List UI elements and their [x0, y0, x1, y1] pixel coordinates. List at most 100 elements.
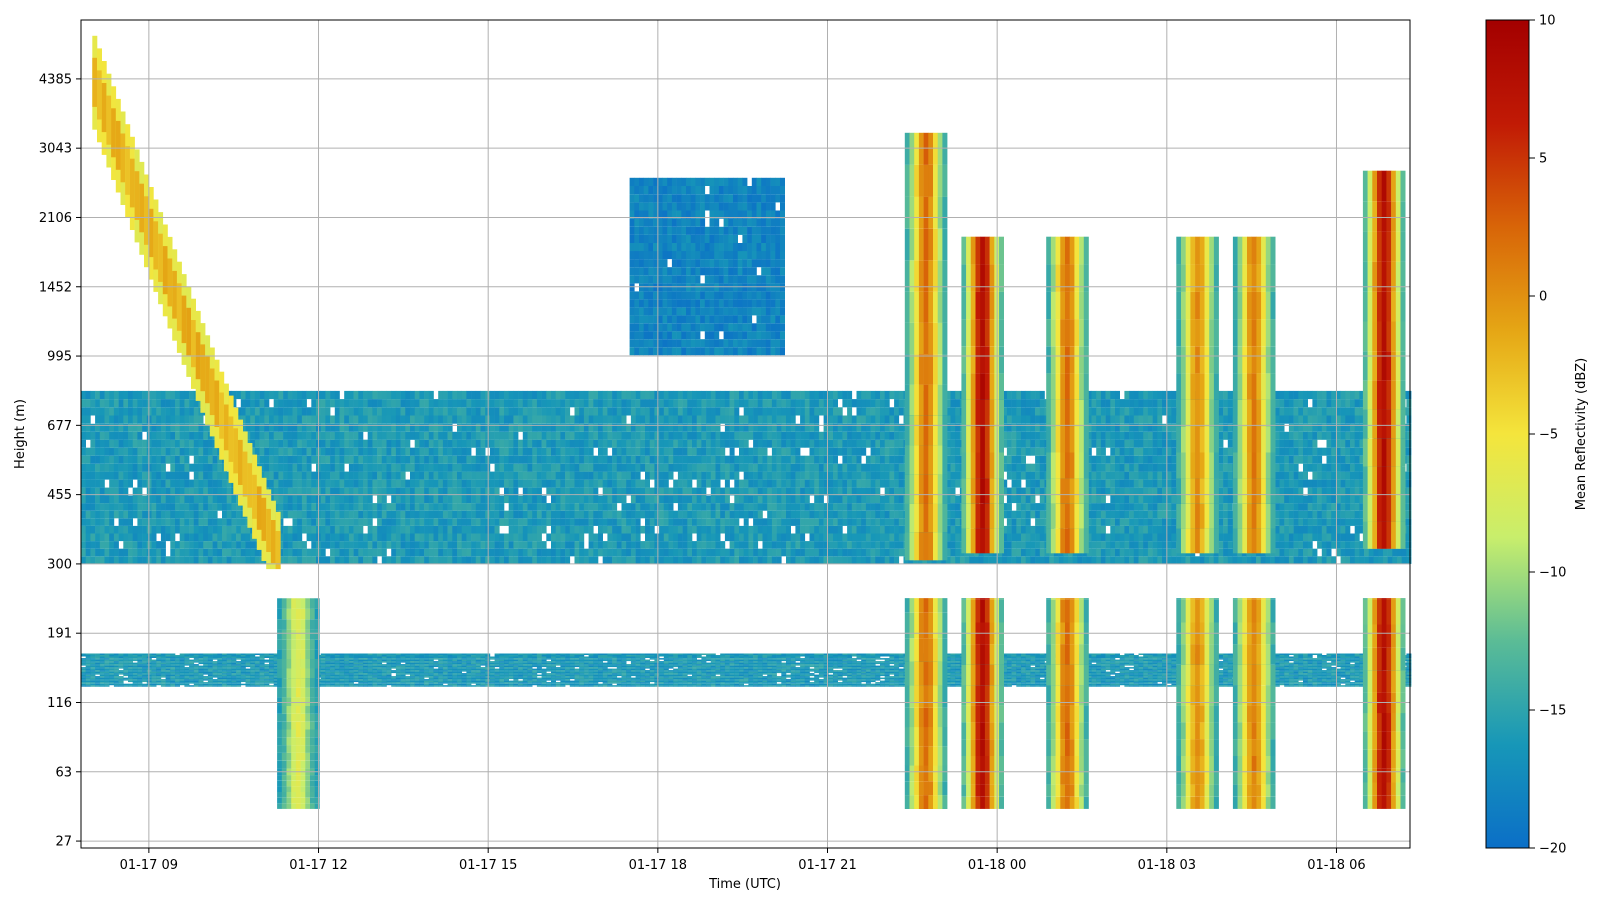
- echo-cell: [734, 463, 740, 472]
- echo-cell: [1157, 399, 1163, 408]
- echo-cell: [1110, 510, 1116, 519]
- echo-cell: [480, 541, 486, 549]
- echo-cell: [724, 455, 730, 464]
- echo-cell: [489, 518, 495, 526]
- echo-cell: [334, 415, 340, 424]
- echo-cell: [1171, 447, 1177, 456]
- echo-cell: [818, 541, 824, 549]
- echo-cell: [297, 399, 303, 408]
- echo-cell: [391, 548, 397, 557]
- echo-cell: [240, 541, 246, 549]
- echo-cell: [668, 431, 674, 440]
- echo-cell: [428, 525, 434, 534]
- echo-cell: [847, 407, 853, 416]
- echo-cell: [438, 503, 444, 511]
- echo-cell: [109, 455, 115, 464]
- echo-cell: [231, 495, 237, 504]
- echo-cell: [851, 455, 857, 464]
- echo-cell: [160, 415, 166, 424]
- echo-cell: [602, 423, 608, 432]
- echo-cell: [348, 510, 354, 519]
- echo-cell: [334, 407, 340, 416]
- echo-cell: [527, 431, 533, 440]
- echo-cell: [889, 431, 895, 440]
- echo-cell: [739, 503, 744, 511]
- echo-cell: [269, 431, 274, 440]
- echo-cell: [461, 533, 467, 542]
- echo-cell: [588, 503, 594, 511]
- echo-cell: [504, 541, 509, 549]
- echo-cell: [151, 495, 157, 504]
- echo-cell: [1100, 518, 1106, 526]
- echo-cell: [353, 479, 359, 488]
- echo-cell: [1115, 463, 1120, 472]
- echo-cell: [823, 423, 829, 432]
- echo-cell: [659, 487, 665, 496]
- echo-cell: [828, 503, 834, 511]
- echo-cell: [654, 510, 660, 519]
- echo-cell: [1091, 503, 1097, 511]
- echo-cell: [635, 518, 641, 526]
- echo-cell: [414, 518, 420, 526]
- echo-cell: [1110, 455, 1116, 464]
- echo-cell: [724, 479, 730, 488]
- echo-cell: [395, 556, 401, 564]
- echo-cell: [786, 518, 791, 526]
- echo-cell: [574, 541, 580, 549]
- echo-cell: [654, 399, 660, 408]
- echo-cell: [344, 431, 350, 440]
- echo-cell: [720, 455, 726, 464]
- echo-cell: [950, 399, 956, 408]
- echo-cell: [494, 495, 500, 504]
- echo-cell: [504, 439, 509, 448]
- echo-cell: [612, 556, 618, 564]
- echo-cell: [1138, 447, 1144, 456]
- echo-cell: [795, 487, 801, 496]
- echo-cell: [762, 471, 768, 480]
- echo-cell: [828, 548, 834, 557]
- echo-cell: [344, 510, 350, 519]
- echo-cell: [753, 503, 759, 511]
- echo-cell: [438, 548, 444, 557]
- echo-cell: [1096, 503, 1102, 511]
- echo-cell: [222, 487, 227, 496]
- echo-cell: [1030, 407, 1036, 416]
- echo-cell: [1025, 503, 1031, 511]
- echo-cell: [306, 431, 312, 440]
- echo-cell: [1157, 525, 1163, 534]
- echo-cell: [724, 487, 730, 496]
- echo-cell: [353, 471, 359, 480]
- echo-cell: [273, 471, 279, 480]
- echo-cell: [273, 407, 279, 416]
- echo-cell: [85, 518, 91, 526]
- echo-cell: [457, 541, 462, 549]
- echo-cell: [569, 548, 575, 557]
- echo-cell: [1091, 431, 1097, 440]
- echo-cell: [790, 510, 796, 519]
- echo-cell: [428, 463, 434, 472]
- echo-cell: [795, 407, 801, 416]
- echo-cell: [395, 415, 401, 424]
- echo-cell: [1152, 447, 1158, 456]
- echo-cell: [753, 487, 759, 496]
- echo-cell: [179, 431, 185, 440]
- echo-cell: [179, 447, 185, 456]
- echo-cell: [466, 439, 472, 448]
- echo-cell: [348, 439, 354, 448]
- echo-cell: [104, 423, 110, 432]
- echo-cell: [800, 487, 806, 496]
- echo-cell: [179, 525, 185, 534]
- echo-cell: [536, 525, 542, 534]
- echo-cell: [297, 510, 303, 519]
- echo-cell: [847, 518, 853, 526]
- echo-cell: [1035, 447, 1041, 456]
- echo-cell: [804, 495, 810, 504]
- echo-cell: [743, 439, 749, 448]
- echo-cell: [466, 533, 472, 542]
- echo-cell: [113, 556, 119, 564]
- echo-cell: [386, 423, 392, 432]
- echo-cell: [776, 541, 782, 549]
- echo-cell: [428, 447, 434, 456]
- echo-cell: [739, 487, 744, 496]
